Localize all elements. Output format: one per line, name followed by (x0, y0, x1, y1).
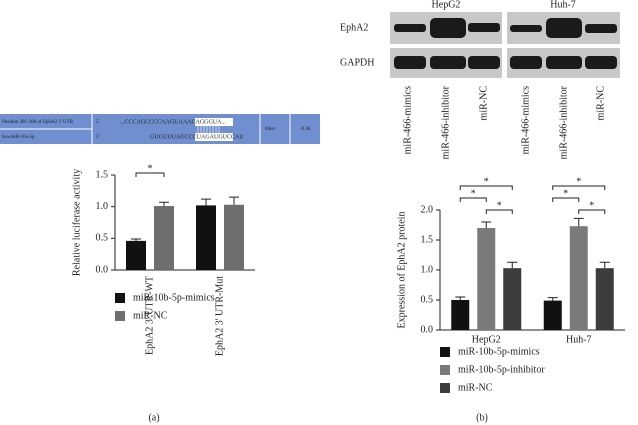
lane-label: miR-466-mimics (520, 86, 531, 154)
alignment-text: 8mer (265, 127, 276, 132)
cell-line: HepG2 (432, 0, 461, 10)
bar (451, 300, 470, 330)
panel-label: (a) (148, 412, 159, 423)
bar (477, 228, 496, 330)
significance-bracket (578, 209, 606, 214)
x-tick-label: EphA2 3' UTR-Mut (214, 276, 225, 356)
lane-label: miR-466-inhibitor (558, 85, 569, 159)
legend-label: miR-10b-5p-mimics (458, 346, 540, 357)
significance-label: * (148, 163, 153, 174)
seed-box (195, 118, 233, 126)
lane-label: miR-NC (595, 86, 606, 121)
significance-bracket (552, 197, 580, 202)
x-tick-label: Huh-7 (566, 334, 592, 345)
y-tick-label: 1.5 (421, 234, 434, 245)
legend-swatch (440, 365, 450, 375)
legend-label: miR-10b-5p-mimics (133, 292, 215, 303)
bar (126, 240, 146, 270)
error-bar (599, 261, 610, 269)
legend-swatch (115, 311, 125, 321)
x-tick-label: EphA2 3' UTR-WT (144, 276, 155, 355)
alignment-text: ...CCCAGCCCCAAGUAAACAGGGUA... (120, 119, 227, 125)
alignment-text: GUGUUUAGCCCUAGAUGUCCAU (150, 134, 244, 140)
error-bar (547, 297, 558, 301)
bar (569, 226, 588, 330)
significance-label: * (563, 188, 568, 199)
alignment-text: -0.30 (300, 127, 311, 132)
significance-label: * (484, 176, 489, 187)
error-bar (455, 296, 466, 300)
protein-label: EphA2 (340, 22, 368, 33)
bar (154, 206, 174, 270)
protein-label: GAPDH (340, 57, 374, 68)
bar (224, 204, 244, 270)
alignment-text: 5' (96, 120, 100, 125)
significance-bracket (485, 209, 513, 214)
cell-line: Huh-7 (550, 0, 576, 10)
error-bar (201, 198, 211, 206)
bar (196, 205, 216, 270)
legend-label: miR-10b-5p-inhibitor (458, 364, 545, 375)
lane-label: miR-NC (478, 86, 489, 121)
alignment-text: hsa-miR-10a-5p (2, 135, 35, 140)
bands (394, 18, 617, 69)
error-bar (507, 261, 518, 269)
legend-swatch (115, 293, 125, 303)
panel-label: (b) (476, 412, 488, 423)
significance-bracket (459, 185, 513, 190)
error-bar (481, 221, 492, 228)
y-tick-label: 0.5 (421, 294, 434, 305)
bar (595, 268, 614, 330)
x-tick-label: HepG2 (472, 334, 501, 345)
pairing (197, 126, 220, 133)
y-axis-label: Expression of EphA2 protein (396, 212, 407, 329)
y-tick-label: 1.5 (96, 169, 109, 180)
bar (543, 300, 562, 330)
significance-label: * (576, 176, 581, 187)
alignment-text: 3' (96, 135, 100, 140)
lane-label: miR-466-inhibitor (440, 85, 451, 159)
y-tick-label: 0.0 (421, 324, 434, 335)
error-bar (159, 201, 169, 207)
y-tick-label: 0.5 (96, 233, 109, 244)
error-bar (573, 217, 584, 227)
bar (503, 268, 522, 330)
y-tick-label: 1.0 (421, 264, 434, 275)
significance-bracket (135, 172, 165, 177)
error-bar (229, 196, 239, 205)
alignment-text: Position 381-386 of EphA2 3' UTR (2, 120, 74, 125)
seed-box (195, 133, 233, 141)
significance-label: * (471, 188, 476, 199)
error-bar (131, 238, 141, 241)
legend-swatch (440, 383, 450, 393)
y-tick-label: 1.0 (96, 201, 109, 212)
legend-swatch (440, 347, 450, 357)
significance-label: * (589, 200, 594, 211)
legend-label: miR-NC (133, 310, 168, 321)
lane-label: miR-466-mimics (402, 86, 413, 154)
y-tick-label: 2.0 (421, 204, 434, 215)
significance-bracket (552, 185, 606, 190)
significance-bracket (459, 197, 487, 202)
legend-label: miR-NC (458, 382, 493, 393)
y-axis-label: Relative luciferase activity (71, 169, 82, 276)
y-tick-label: 0.0 (96, 264, 109, 275)
significance-label: * (497, 200, 502, 211)
